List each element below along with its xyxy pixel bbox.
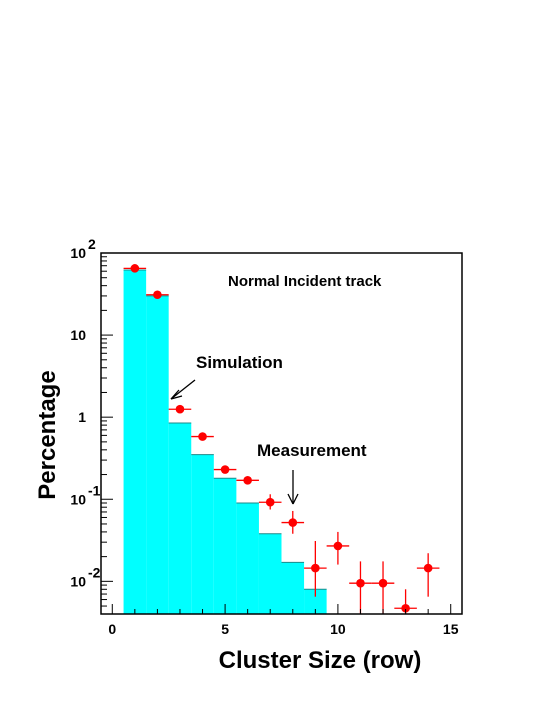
measurement-point (401, 603, 410, 613)
y-axis-title: Percentage (34, 370, 61, 499)
x-tick-label: 5 (221, 621, 229, 637)
simulation-bar (236, 503, 259, 614)
measurement-point (356, 578, 365, 588)
y-tick-base: 1 (78, 409, 86, 425)
y-tick-label: 10-2 (70, 564, 100, 589)
measurement-point (378, 578, 388, 588)
measurement-arrow (287, 470, 299, 505)
measurement-point (130, 264, 140, 273)
y-tick-base: 10 (70, 327, 86, 343)
measurement-point (311, 563, 320, 573)
simulation-bar (258, 533, 282, 614)
simulation-bar (281, 562, 305, 614)
simulation-arrow (170, 379, 196, 400)
x-axis-title: Cluster Size (row) (219, 647, 422, 674)
simulation-bar (213, 478, 237, 614)
y-tick-base: 10 (70, 245, 86, 261)
y-tick-exponent: 2 (88, 236, 96, 252)
y-tick-label: 102 (70, 236, 96, 261)
y-tick-exponent: -1 (88, 482, 101, 498)
y-tick-exponent: -2 (88, 564, 101, 580)
measurement-point (265, 497, 275, 507)
simulation-bar (304, 589, 327, 614)
measurement-points (123, 264, 440, 614)
measurement-annotation: Measurement (257, 441, 367, 460)
y-tick-label: 1 (78, 409, 86, 425)
x-tick-label: 0 (108, 621, 116, 637)
measurement-point (198, 432, 207, 441)
simulation-bar (168, 422, 192, 614)
measurement-point (153, 290, 162, 300)
simulation-bar (191, 454, 214, 614)
y-tick-label: 10-1 (70, 482, 100, 507)
y-tick-base: 10 (70, 491, 86, 507)
x-tick-label: 15 (443, 621, 459, 637)
simulation-histogram (123, 269, 327, 614)
measurement-point (243, 476, 252, 485)
measurement-point (333, 541, 343, 551)
measurement-point (423, 563, 433, 573)
plot-frame (100, 252, 463, 615)
y-tick-base: 10 (70, 573, 86, 589)
measurement-point (220, 465, 230, 474)
simulation-bar (123, 270, 147, 614)
simulation-annotation: Simulation (196, 353, 283, 372)
measurement-point (288, 518, 298, 527)
measurement-point (175, 404, 185, 414)
simulation-bar (146, 295, 169, 614)
x-tick-label: 10 (330, 621, 346, 637)
chart-title: Normal Incident track (228, 273, 382, 290)
y-tick-label: 10 (70, 327, 86, 343)
